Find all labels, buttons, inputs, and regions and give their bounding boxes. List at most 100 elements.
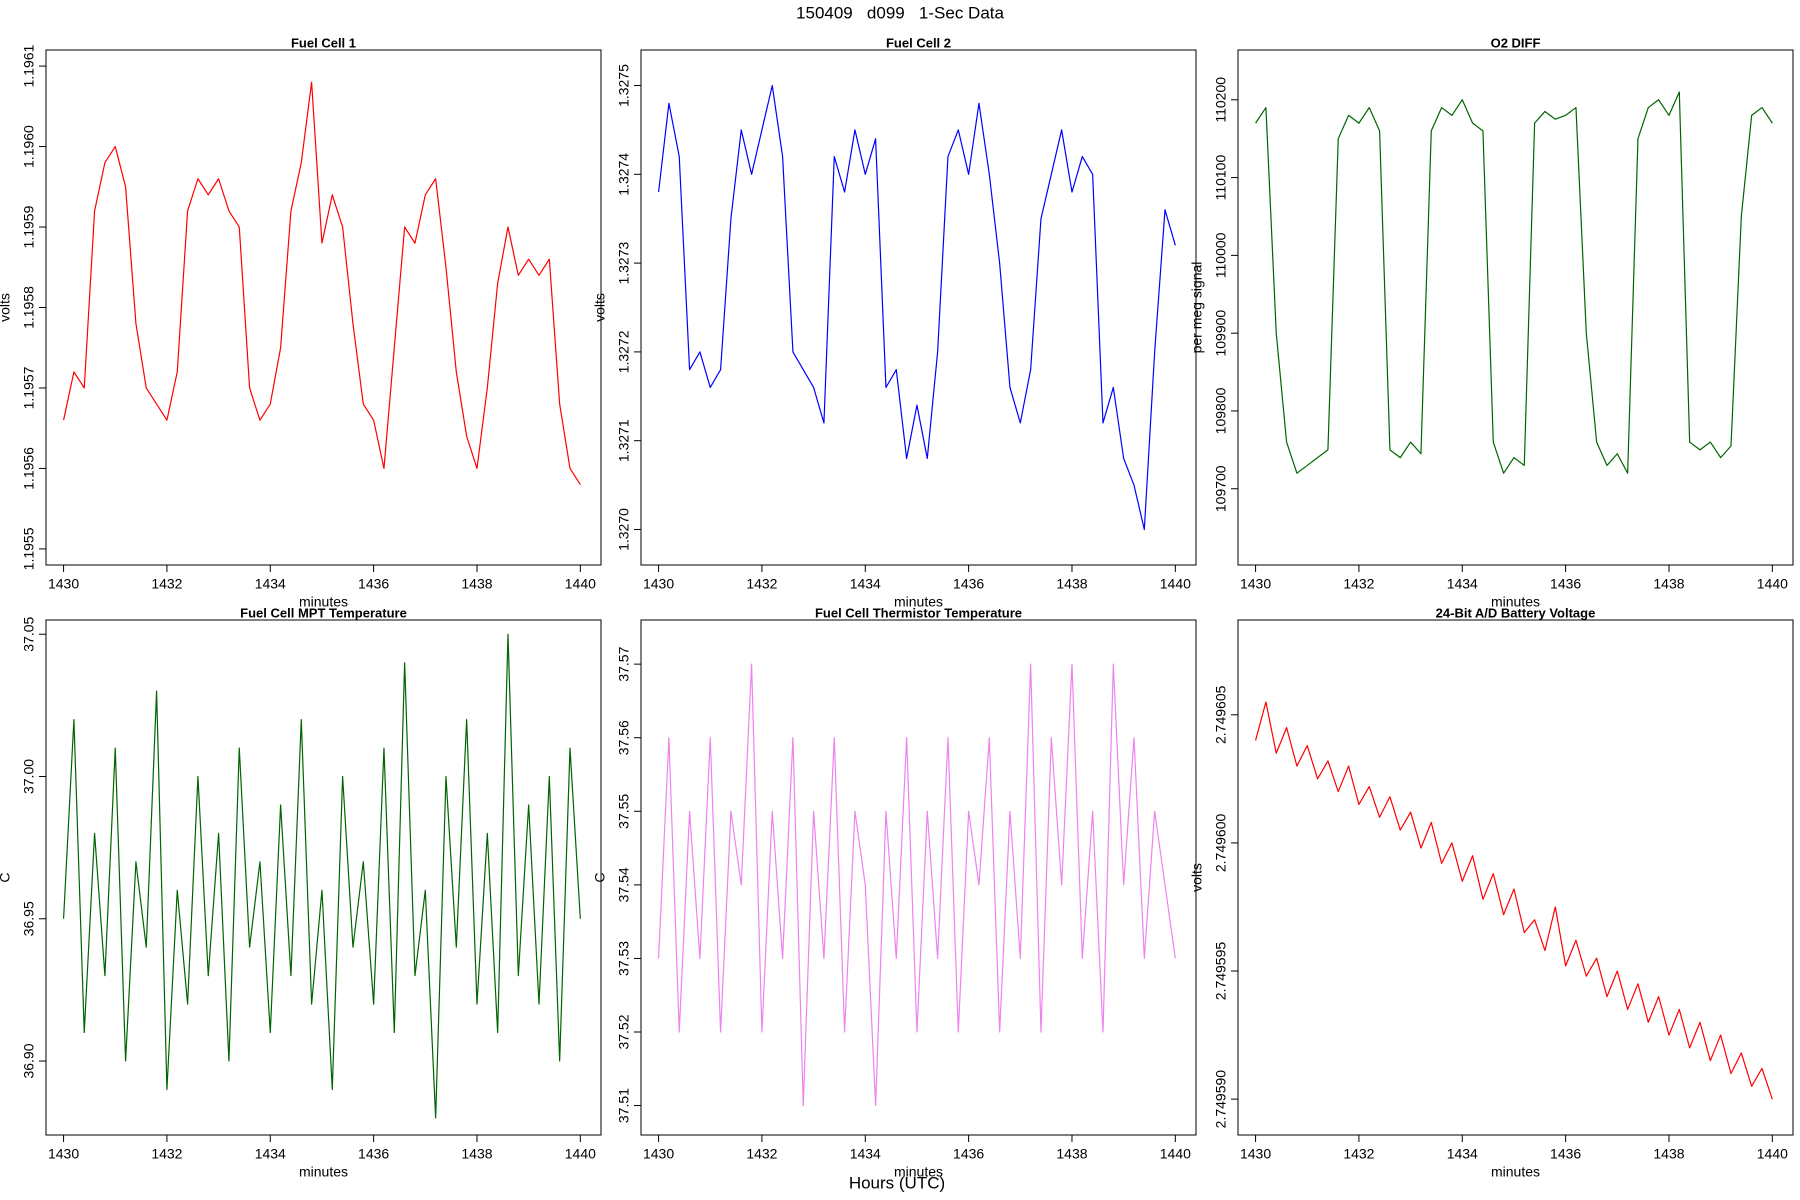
x-tick-label: 1432 <box>1343 1146 1374 1162</box>
x-tick-label: 1430 <box>1240 576 1271 592</box>
panel-title: Fuel Cell 1 <box>291 35 356 50</box>
y-tick-label: 1.3273 <box>616 241 632 284</box>
y-axis-label: volts <box>1189 863 1205 892</box>
x-tick-label: 1438 <box>461 576 492 592</box>
x-tick-label: 1432 <box>746 1146 777 1162</box>
x-tick-label: 1436 <box>1550 576 1581 592</box>
x-axis-label: minutes <box>894 1164 943 1180</box>
y-tick-label: 1.3272 <box>616 330 632 373</box>
y-axis-label: volts <box>592 293 608 322</box>
panel-title: Fuel Cell MPT Temperature <box>240 605 407 620</box>
y-tick-label: 37.53 <box>616 941 632 976</box>
data-line <box>657 663 1176 1107</box>
panel-title: 24-Bit A/D Battery Voltage <box>1436 605 1596 620</box>
y-tick-label: 1.1960 <box>21 125 37 168</box>
x-axis-label: minutes <box>299 1164 348 1180</box>
x-tick-label: 1434 <box>1447 1146 1478 1162</box>
y-tick-label: 36.90 <box>21 1043 37 1078</box>
x-tick-label: 1430 <box>643 1146 674 1162</box>
x-tick-label: 1438 <box>1653 1146 1684 1162</box>
y-tick-label: 1.1958 <box>21 286 37 329</box>
y-axis-label: C <box>0 872 13 882</box>
y-tick-label: 2.749600 <box>1213 814 1229 873</box>
data-line <box>62 633 581 1119</box>
x-tick-label: 1440 <box>1757 1146 1788 1162</box>
y-tick-label: 2.749595 <box>1213 942 1229 1001</box>
plot-frame <box>45 619 602 1136</box>
x-tick-label: 1430 <box>1240 1146 1271 1162</box>
x-tick-label: 1434 <box>255 1146 286 1162</box>
x-tick-label: 1436 <box>1550 1146 1581 1162</box>
y-tick-label: 109700 <box>1213 465 1229 512</box>
x-tick-label: 1432 <box>746 576 777 592</box>
y-tick-label: 1.3274 <box>616 153 632 196</box>
x-tick-label: 1440 <box>1757 576 1788 592</box>
x-tick-label: 1440 <box>1160 576 1191 592</box>
x-tick-label: 1436 <box>953 1146 984 1162</box>
y-tick-label: 110200 <box>1213 77 1229 123</box>
y-tick-label: 1.3270 <box>616 508 632 551</box>
y-tick-label: 37.00 <box>21 759 37 794</box>
y-axis-label: C <box>592 872 608 882</box>
y-tick-label: 37.52 <box>616 1014 632 1049</box>
y-tick-label: 37.05 <box>21 617 37 652</box>
x-axis-label: minutes <box>894 594 943 610</box>
y-tick-label: 2.749605 <box>1213 685 1229 744</box>
x-tick-label: 1430 <box>643 576 674 592</box>
figure-x-label: Hours (UTC) <box>849 1173 945 1192</box>
plot-frame <box>45 49 602 566</box>
plot-frame <box>1237 49 1794 566</box>
x-tick-label: 1438 <box>1653 576 1684 592</box>
y-axis-label: volts <box>0 293 13 322</box>
y-tick-label: 37.57 <box>616 646 632 681</box>
x-axis-label: minutes <box>299 594 348 610</box>
x-tick-label: 1430 <box>48 576 79 592</box>
y-tick-label: 2.749590 <box>1213 1070 1229 1129</box>
x-tick-label: 1434 <box>850 1146 881 1162</box>
y-tick-label: 1.1957 <box>21 366 37 409</box>
x-tick-label: 1438 <box>461 1146 492 1162</box>
x-tick-label: 1436 <box>358 576 389 592</box>
data-line <box>62 81 581 485</box>
x-tick-label: 1432 <box>151 1146 182 1162</box>
y-tick-label: 36.95 <box>21 901 37 936</box>
y-tick-label: 37.51 <box>616 1088 632 1123</box>
x-tick-label: 1440 <box>1160 1146 1191 1162</box>
x-tick-label: 1432 <box>1343 576 1374 592</box>
y-tick-label: 109900 <box>1213 310 1229 357</box>
x-axis-label: minutes <box>1491 1164 1540 1180</box>
panel-title: O2 DIFF <box>1491 35 1541 50</box>
y-tick-label: 37.55 <box>616 794 632 829</box>
x-tick-label: 1436 <box>358 1146 389 1162</box>
x-tick-label: 1434 <box>255 576 286 592</box>
y-tick-label: 1.1955 <box>21 527 37 570</box>
figure-title: 150409 d099 1-Sec Data <box>796 3 1004 22</box>
panel-title: Fuel Cell Thermistor Temperature <box>815 605 1022 620</box>
x-tick-label: 1438 <box>1056 576 1087 592</box>
y-tick-label: 37.54 <box>616 867 632 902</box>
y-tick-label: 37.56 <box>616 720 632 755</box>
y-tick-label: 110000 <box>1213 232 1229 278</box>
data-line <box>1254 701 1773 1100</box>
panel-title: Fuel Cell 2 <box>886 35 951 50</box>
y-axis-label: per meg signal <box>1189 262 1205 354</box>
y-tick-label: 1.3271 <box>616 419 632 462</box>
x-axis-label: minutes <box>1491 594 1540 610</box>
x-tick-label: 1434 <box>850 576 881 592</box>
x-tick-label: 1432 <box>151 576 182 592</box>
y-tick-label: 110100 <box>1213 155 1229 201</box>
y-tick-label: 1.1956 <box>21 447 37 490</box>
y-tick-label: 1.1961 <box>21 44 37 87</box>
y-tick-label: 1.3275 <box>616 64 632 107</box>
y-tick-label: 109800 <box>1213 387 1229 434</box>
x-tick-label: 1434 <box>1447 576 1478 592</box>
y-tick-label: 1.1959 <box>21 205 37 248</box>
data-line <box>1255 91 1773 474</box>
x-tick-label: 1438 <box>1056 1146 1087 1162</box>
x-tick-label: 1440 <box>565 1146 596 1162</box>
x-tick-label: 1430 <box>48 1146 79 1162</box>
x-tick-label: 1436 <box>953 576 984 592</box>
x-tick-label: 1440 <box>565 576 596 592</box>
data-line <box>657 84 1176 531</box>
